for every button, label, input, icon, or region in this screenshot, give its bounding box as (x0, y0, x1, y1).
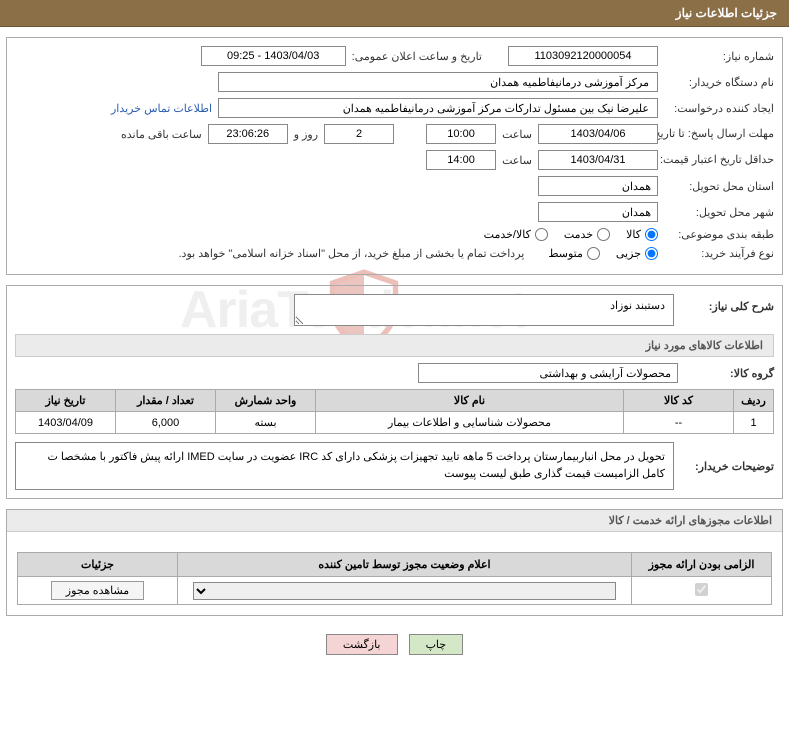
license-th: الزامی بودن ارائه مجوز (632, 553, 772, 577)
group-label: گروه کالا: (684, 367, 774, 380)
time-label-1: ساعت (502, 128, 532, 141)
page-header: جزئیات اطلاعات نیاز (0, 0, 789, 27)
city-field[interactable] (538, 202, 658, 222)
items-th: واحد شمارش (216, 390, 316, 412)
items-section-header: اطلاعات کالاهای مورد نیاز (15, 334, 774, 357)
items-th: ردیف (734, 390, 774, 412)
table-row: 1--محصولات شناسایی و اطلاعات بیماربسته6,… (16, 412, 774, 434)
radio-medium-input[interactable] (587, 247, 600, 260)
table-cell: 1403/04/09 (16, 412, 116, 434)
items-th: تاریخ نیاز (16, 390, 116, 412)
footer-actions: چاپ بازگشت (0, 622, 789, 667)
radio-both[interactable]: کالا/خدمت (484, 228, 548, 241)
radio-partial-input[interactable] (645, 247, 658, 260)
buyer-notes-field[interactable]: تحویل در محل انباربیمارستان پرداخت 5 ماه… (15, 442, 674, 490)
back-button[interactable]: بازگشت (326, 634, 398, 655)
process-note: پرداخت تمام یا بخشی از مبلغ خرید، از محل… (179, 247, 525, 260)
buyer-notes-label: توضیحات خریدار: (684, 460, 774, 473)
license-details-cell: مشاهده مجوز (18, 577, 178, 605)
time-label-2: ساعت (502, 154, 532, 167)
price-valid-date-field[interactable] (538, 150, 658, 170)
announce-field[interactable] (201, 46, 346, 66)
table-cell: -- (624, 412, 734, 434)
buyer-contact-link[interactable]: اطلاعات تماس خریدار (111, 102, 212, 115)
requester-field[interactable] (218, 98, 658, 118)
buyer-org-field[interactable] (218, 72, 658, 92)
license-th: جزئیات (18, 553, 178, 577)
items-th: کد کالا (624, 390, 734, 412)
process-label: نوع فرآیند خرید: (664, 247, 774, 260)
process-radio-group: جزیی متوسط (548, 247, 658, 260)
items-th: تعداد / مقدار (116, 390, 216, 412)
need-no-label: شماره نیاز: (664, 50, 774, 63)
description-panel: شرح کلی نیاز: اطلاعات کالاهای مورد نیاز … (6, 285, 783, 499)
remain-time-field[interactable] (208, 124, 288, 144)
table-cell: محصولات شناسایی و اطلاعات بیمار (316, 412, 624, 434)
remain-suffix: ساعت باقی مانده (121, 128, 202, 141)
radio-partial[interactable]: جزیی (616, 247, 658, 260)
radio-khedmat-input[interactable] (597, 228, 610, 241)
main-desc-label: شرح کلی نیاز: (684, 294, 774, 313)
page-title: جزئیات اطلاعات نیاز (676, 6, 777, 20)
days-and-label: روز و (294, 128, 318, 141)
table-cell: 6,000 (116, 412, 216, 434)
category-radio-group: کالا خدمت کالا/خدمت (484, 228, 658, 241)
print-button[interactable]: چاپ (409, 634, 464, 655)
reply-time-field[interactable] (426, 124, 496, 144)
category-label: طبقه بندی موضوعی: (664, 228, 774, 241)
reply-deadline-label: مهلت ارسال پاسخ: تا تاریخ: (664, 127, 774, 141)
buyer-org-label: نام دستگاه خریدار: (664, 76, 774, 89)
radio-medium[interactable]: متوسط (548, 247, 600, 260)
license-required-cell (632, 577, 772, 605)
group-field[interactable] (418, 363, 678, 383)
license-status-cell (178, 577, 632, 605)
reply-date-field[interactable] (538, 124, 658, 144)
city-label: شهر محل تحویل: (664, 206, 774, 219)
radio-kala[interactable]: کالا (626, 228, 658, 241)
province-label: استان محل تحویل: (664, 180, 774, 193)
license-row: مشاهده مجوز (18, 577, 772, 605)
main-form-panel: شماره نیاز: تاریخ و ساعت اعلان عمومی: نا… (6, 37, 783, 275)
announce-label: تاریخ و ساعت اعلان عمومی: (352, 50, 482, 63)
radio-khedmat[interactable]: خدمت (564, 228, 610, 241)
need-no-field[interactable] (508, 46, 658, 66)
remain-days-field[interactable] (324, 124, 394, 144)
license-status-select[interactable] (193, 582, 616, 600)
table-cell: بسته (216, 412, 316, 434)
license-table: الزامی بودن ارائه مجوزاعلام وضعیت مجوز ت… (17, 552, 772, 605)
requester-label: ایجاد کننده درخواست: (664, 102, 774, 115)
license-required-checkbox (695, 583, 708, 596)
radio-both-input[interactable] (535, 228, 548, 241)
price-valid-label: حداقل تاریخ اعتبار قیمت: تا تاریخ: (664, 153, 774, 167)
province-field[interactable] (538, 176, 658, 196)
view-license-button[interactable]: مشاهده مجوز (51, 581, 144, 600)
price-valid-time-field[interactable] (426, 150, 496, 170)
license-header: اطلاعات مجوزهای ارائه خدمت / کالا (7, 510, 782, 532)
license-th: اعلام وضعیت مجوز توسط تامین کننده (178, 553, 632, 577)
items-table: ردیفکد کالانام کالاواحد شمارشتعداد / مقد… (15, 389, 774, 434)
main-desc-field[interactable] (294, 294, 674, 326)
items-th: نام کالا (316, 390, 624, 412)
table-cell: 1 (734, 412, 774, 434)
license-panel: اطلاعات مجوزهای ارائه خدمت / کالا الزامی… (6, 509, 783, 616)
radio-kala-input[interactable] (645, 228, 658, 241)
